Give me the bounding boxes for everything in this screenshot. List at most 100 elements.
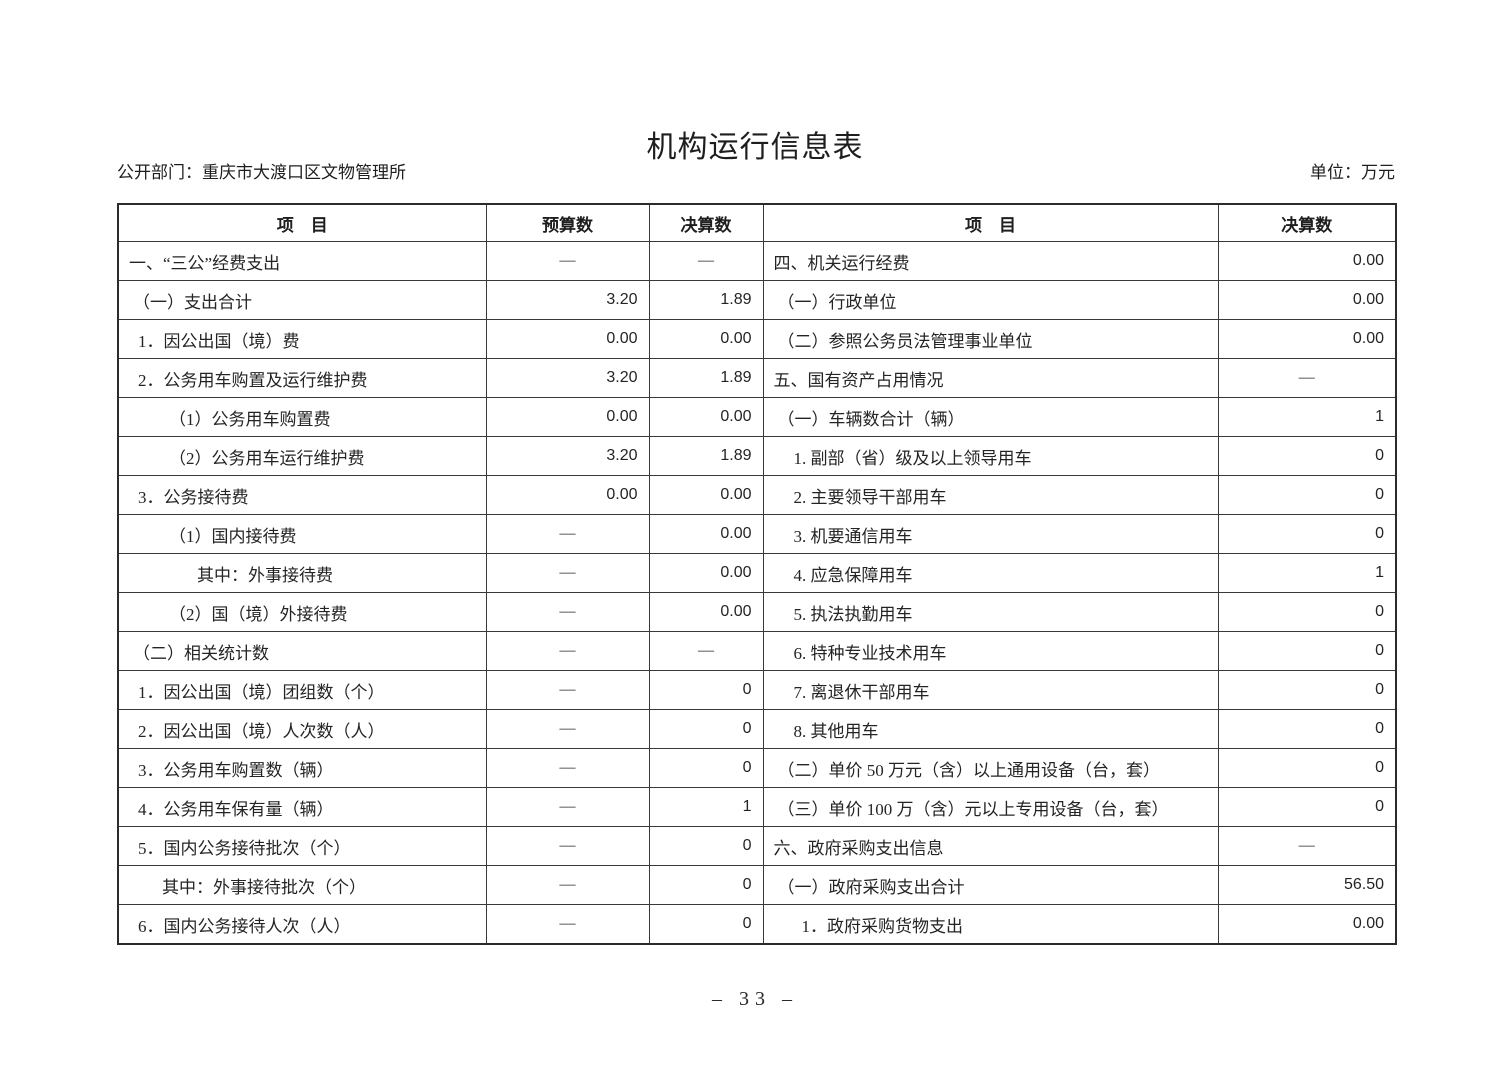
cell-final-right: 0 — [1217, 709, 1397, 749]
unit-label: 单位：万元 — [1310, 163, 1395, 182]
cell-final-right: 0 — [1217, 631, 1397, 671]
cell-final-left: 0.00 — [648, 397, 764, 437]
cell-final-left: 0 — [648, 826, 764, 866]
cell-final-left: 1.89 — [648, 436, 764, 476]
institution-operation-table: 项 目 预算数 决算数 项 目 决算数 一、“三公”经费支出 — — 四、机关运… — [117, 203, 1397, 945]
table-header-row: 项 目 预算数 决算数 项 目 决算数 — [117, 203, 1397, 242]
cell-final-left: 0 — [648, 670, 764, 710]
cell-right-label: 5. 执法执勤用车 — [762, 592, 1219, 632]
cell-left-label: 其中：外事接待费 — [117, 553, 487, 593]
cell-budget: — — [485, 514, 650, 554]
cell-budget: — — [485, 748, 650, 788]
table-row: 1．因公出国（境）团组数（个） — 0 7. 离退休干部用车 0 — [117, 670, 1397, 710]
cell-right-label: （一）政府采购支出合计 — [762, 865, 1219, 905]
cell-left-label: （1）公务用车购置费 — [117, 397, 487, 437]
cell-budget: 0.00 — [485, 319, 650, 359]
cell-right-label: 四、机关运行经费 — [762, 241, 1219, 281]
header-budget: 预算数 — [485, 203, 650, 242]
cell-left-label: 一、“三公”经费支出 — [117, 241, 487, 281]
cell-budget: — — [485, 631, 650, 671]
cell-final-left: 0 — [648, 904, 764, 945]
cell-right-label: 1．政府采购货物支出 — [762, 904, 1219, 945]
cell-final-right: 0.00 — [1217, 241, 1397, 281]
cell-budget: — — [485, 553, 650, 593]
page-number: – 33 – — [712, 988, 798, 1010]
cell-final-right: 0 — [1217, 514, 1397, 554]
cell-right-label: 6. 特种专业技术用车 — [762, 631, 1219, 671]
cell-budget: — — [485, 865, 650, 905]
cell-left-label: 2．公务用车购置及运行维护费 — [117, 358, 487, 398]
cell-budget: 3.20 — [485, 358, 650, 398]
cell-budget: — — [485, 592, 650, 632]
cell-left-label: （2）公务用车运行维护费 — [117, 436, 487, 476]
cell-right-label: （一）车辆数合计（辆） — [762, 397, 1219, 437]
cell-final-right: 0 — [1217, 592, 1397, 632]
cell-final-left: 0 — [648, 865, 764, 905]
cell-final-left: 0.00 — [648, 475, 764, 515]
cell-final-left: 0.00 — [648, 592, 764, 632]
cell-final-right: 1 — [1217, 397, 1397, 437]
cell-left-label: （二）相关统计数 — [117, 631, 487, 671]
table-row: 其中：外事接待批次（个） — 0 （一）政府采购支出合计 56.50 — [117, 865, 1397, 905]
cell-final-right: 1 — [1217, 553, 1397, 593]
cell-right-label: 2. 主要领导干部用车 — [762, 475, 1219, 515]
cell-final-right: — — [1217, 358, 1397, 398]
cell-final-left: 0 — [648, 748, 764, 788]
cell-right-label: 六、政府采购支出信息 — [762, 826, 1219, 866]
cell-left-label: 1．因公出国（境）费 — [117, 319, 487, 359]
cell-right-label: 五、国有资产占用情况 — [762, 358, 1219, 398]
header-final-left: 决算数 — [648, 203, 764, 242]
cell-left-label: （一）支出合计 — [117, 280, 487, 320]
cell-right-label: 7. 离退休干部用车 — [762, 670, 1219, 710]
table-row: 3．公务用车购置数（辆） — 0 （二）单价 50 万元（含）以上通用设备（台，… — [117, 748, 1397, 788]
cell-right-label: （二）参照公务员法管理事业单位 — [762, 319, 1219, 359]
cell-budget: 0.00 — [485, 475, 650, 515]
cell-final-right: — — [1217, 826, 1397, 866]
table-row: （1）公务用车购置费 0.00 0.00 （一）车辆数合计（辆） 1 — [117, 397, 1397, 437]
table-row: （一）支出合计 3.20 1.89 （一）行政单位 0.00 — [117, 280, 1397, 320]
table-row: 6．国内公务接待人次（人） — 0 1．政府采购货物支出 0.00 — [117, 904, 1397, 945]
page-title: 机构运行信息表 — [646, 131, 864, 164]
cell-left-label: 4．公务用车保有量（辆） — [117, 787, 487, 827]
cell-final-left: 1 — [648, 787, 764, 827]
cell-budget: — — [485, 904, 650, 945]
cell-budget: — — [485, 241, 650, 281]
table-row: 3．公务接待费 0.00 0.00 2. 主要领导干部用车 0 — [117, 475, 1397, 515]
meta-row: 公开部门：重庆市大渡口区文物管理所 单位：万元 — [117, 158, 1395, 183]
table-row: 一、“三公”经费支出 — — 四、机关运行经费 0.00 — [117, 241, 1397, 281]
cell-left-label: 3．公务用车购置数（辆） — [117, 748, 487, 788]
header-final-right: 决算数 — [1217, 203, 1397, 242]
cell-final-right: 56.50 — [1217, 865, 1397, 905]
cell-budget: 0.00 — [485, 397, 650, 437]
cell-final-right: 0.00 — [1217, 280, 1397, 320]
cell-left-label: （1）国内接待费 — [117, 514, 487, 554]
table-row: 其中：外事接待费 — 0.00 4. 应急保障用车 1 — [117, 553, 1397, 593]
table-row: 5．国内公务接待批次（个） — 0 六、政府采购支出信息 — — [117, 826, 1397, 866]
cell-final-left: 0.00 — [648, 553, 764, 593]
cell-final-right: 0 — [1217, 436, 1397, 476]
cell-final-left: 0.00 — [648, 514, 764, 554]
cell-budget: 3.20 — [485, 280, 650, 320]
cell-left-label: 6．国内公务接待人次（人） — [117, 904, 487, 945]
cell-final-left: 1.89 — [648, 280, 764, 320]
cell-right-label: （二）单价 50 万元（含）以上通用设备（台，套） — [762, 748, 1219, 788]
header-item-left: 项 目 — [117, 203, 487, 242]
cell-budget: — — [485, 826, 650, 866]
cell-final-left: 0.00 — [648, 319, 764, 359]
table-row: （2）国（境）外接待费 — 0.00 5. 执法执勤用车 0 — [117, 592, 1397, 632]
cell-right-label: （三）单价 100 万（含）元以上专用设备（台，套） — [762, 787, 1219, 827]
cell-final-left: 0 — [648, 709, 764, 749]
cell-right-label: 4. 应急保障用车 — [762, 553, 1219, 593]
cell-final-left: 1.89 — [648, 358, 764, 398]
cell-left-label: 1．因公出国（境）团组数（个） — [117, 670, 487, 710]
cell-left-label: 3．公务接待费 — [117, 475, 487, 515]
cell-left-label: 5．国内公务接待批次（个） — [117, 826, 487, 866]
table-row: 2．公务用车购置及运行维护费 3.20 1.89 五、国有资产占用情况 — — [117, 358, 1397, 398]
cell-left-label: （2）国（境）外接待费 — [117, 592, 487, 632]
header-item-right: 项 目 — [762, 203, 1219, 242]
cell-left-label: 其中：外事接待批次（个） — [117, 865, 487, 905]
cell-final-right: 0 — [1217, 787, 1397, 827]
department-label: 公开部门：重庆市大渡口区文物管理所 — [117, 163, 406, 182]
cell-final-left: — — [648, 631, 764, 671]
